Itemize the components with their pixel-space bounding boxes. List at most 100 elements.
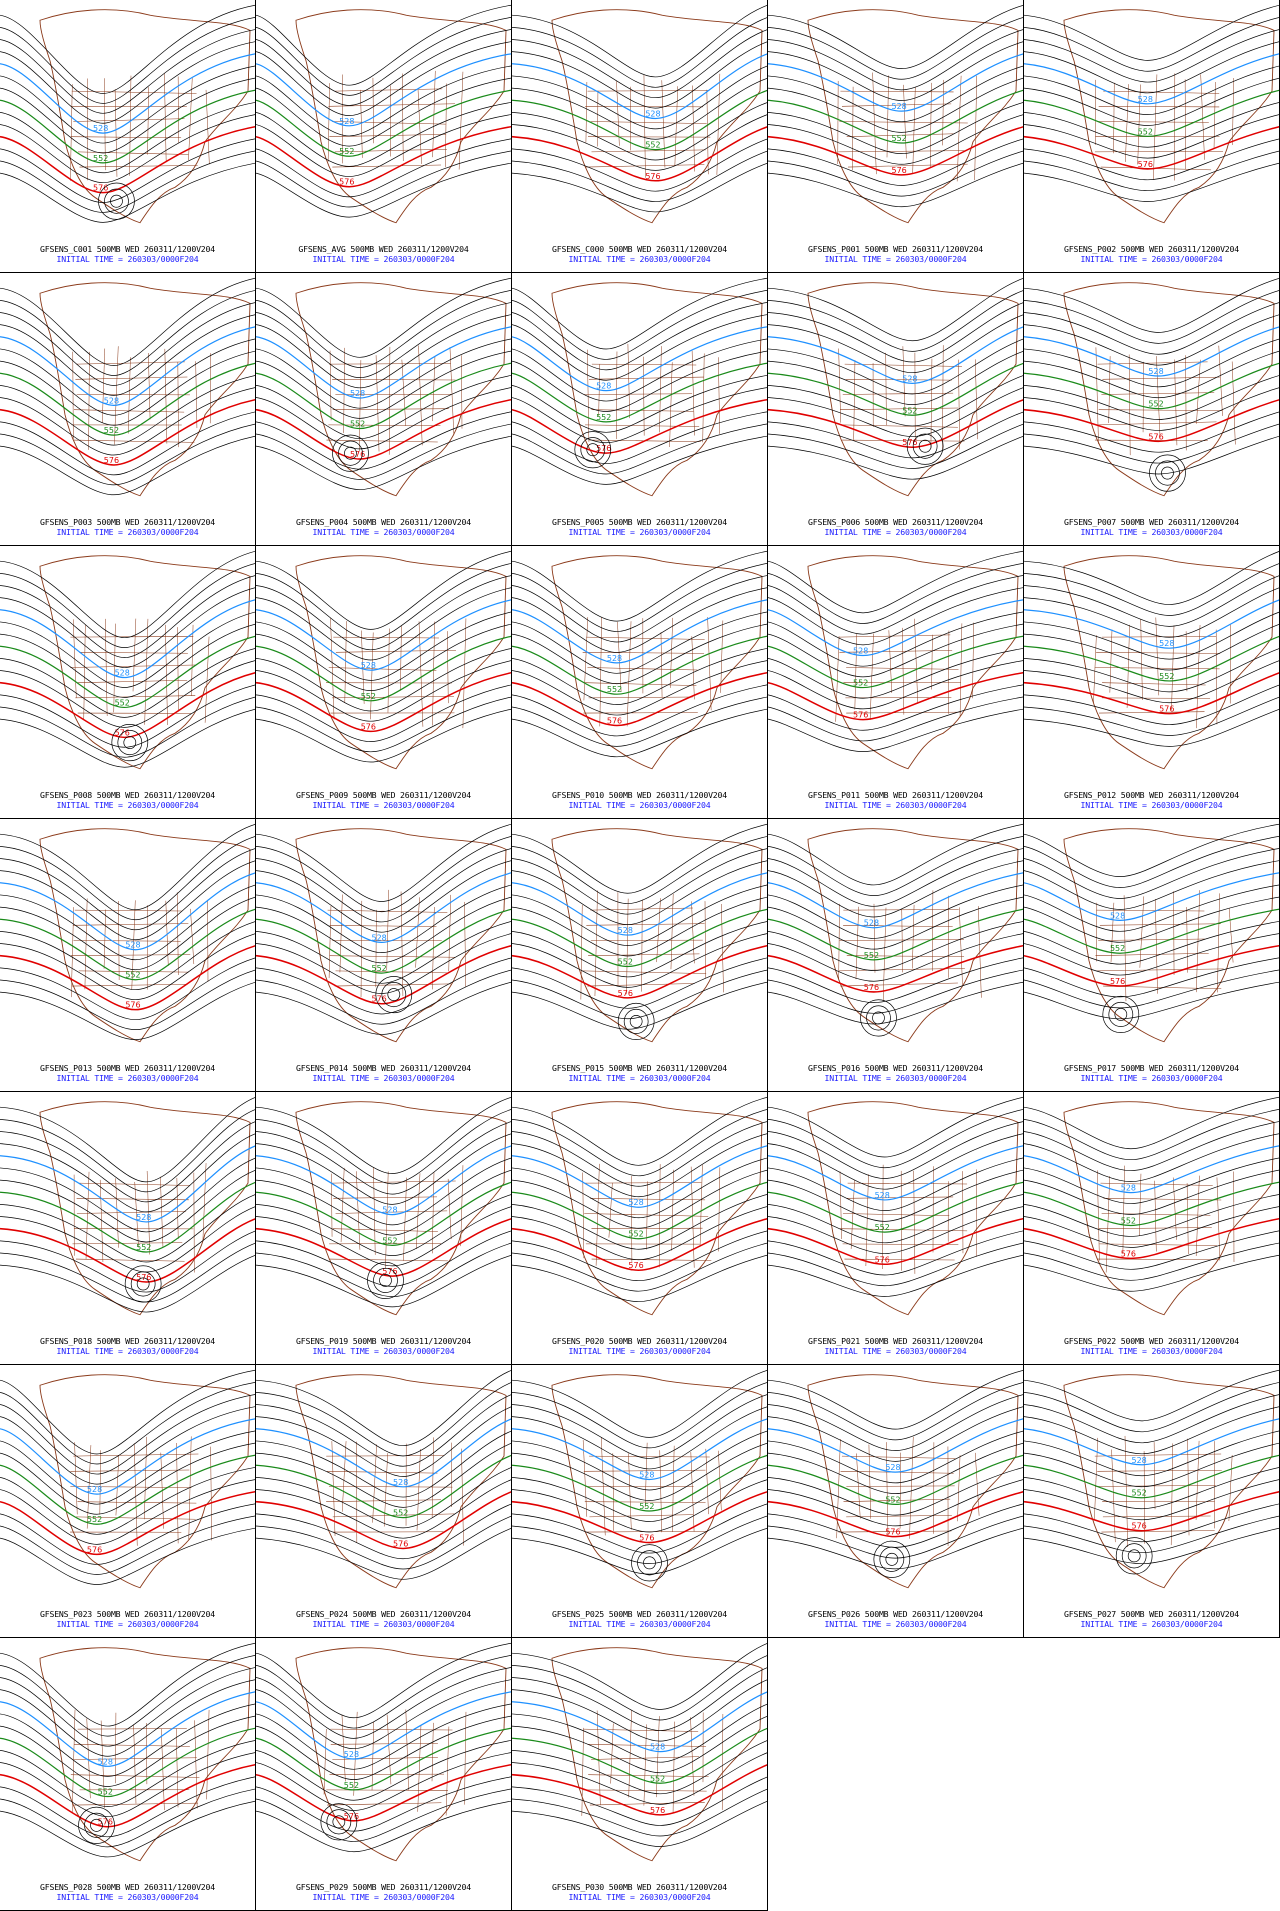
closed-low-contour xyxy=(320,1803,358,1841)
contour-label: 576 xyxy=(125,1001,140,1010)
panel-initial-time: INITIAL TIME = 260303/0000F204 xyxy=(1080,527,1223,537)
contour-label: 528 xyxy=(902,374,917,383)
border-line xyxy=(385,1171,389,1269)
map-panel: 528 552 576 GFSENS_P027 500MB WED 260311/12… xyxy=(1024,1365,1280,1638)
height-contour xyxy=(512,563,767,632)
height-contour xyxy=(768,550,1023,614)
height-contour xyxy=(512,1527,767,1575)
border-line xyxy=(1153,1442,1156,1510)
border-line xyxy=(932,890,934,971)
height-contour xyxy=(256,338,511,409)
height-contour xyxy=(256,1254,511,1308)
border-line xyxy=(643,1724,647,1806)
border-line xyxy=(865,1174,869,1266)
closed-low-contour xyxy=(866,1005,891,1031)
contour-label: 576 xyxy=(1138,160,1153,169)
contour-label: 552 xyxy=(98,1787,113,1796)
border-line xyxy=(99,1179,104,1262)
border-line xyxy=(591,1258,712,1261)
height-contour xyxy=(0,648,255,718)
height-contour xyxy=(1024,1369,1279,1422)
height-contour xyxy=(0,1752,255,1818)
border-line xyxy=(332,1513,455,1518)
contour-label: 528 xyxy=(1138,95,1153,104)
contour-label: 552 xyxy=(1110,944,1125,953)
height-contour xyxy=(256,981,511,1035)
contour-528 xyxy=(0,872,255,951)
contour-552 xyxy=(1024,635,1279,682)
height-contour xyxy=(768,41,1023,101)
height-contour xyxy=(0,575,255,658)
border-line xyxy=(721,904,724,993)
border-line xyxy=(335,650,456,653)
border-line xyxy=(1098,1227,1212,1229)
border-line xyxy=(195,361,198,429)
height-contour xyxy=(512,957,767,1009)
panel-title: GFSENS_P010 500MB WED 260311/1200V204 xyxy=(552,790,727,800)
height-contour xyxy=(256,1406,511,1477)
contour-label: 576 xyxy=(98,1818,113,1827)
height-contour xyxy=(512,1776,767,1826)
border-line xyxy=(656,1716,660,1798)
border-line xyxy=(590,1198,706,1201)
height-contour xyxy=(512,1157,767,1219)
height-contour xyxy=(512,550,767,622)
closed-low-contour xyxy=(637,1550,662,1576)
border-line xyxy=(975,1452,980,1516)
height-contour xyxy=(256,1703,511,1770)
border-line xyxy=(176,1177,179,1239)
height-contour xyxy=(768,114,1023,165)
panel-initial-time: INITIAL TIME = 260303/0000F204 xyxy=(56,1346,199,1356)
height-contour xyxy=(512,1133,767,1198)
border-line xyxy=(133,1443,138,1546)
contour-576 xyxy=(512,1764,767,1816)
border-line xyxy=(79,165,198,168)
contour-528 xyxy=(0,1145,255,1223)
border-line xyxy=(1215,629,1218,725)
contour-552 xyxy=(1024,89,1279,137)
height-contour xyxy=(512,860,767,925)
coastline xyxy=(39,1647,251,1862)
contour-label: 528 xyxy=(891,102,906,111)
height-contour xyxy=(768,29,1023,91)
contour-label: 528 xyxy=(596,382,611,391)
height-contour xyxy=(256,1133,511,1205)
height-contour xyxy=(1024,114,1279,159)
height-contour xyxy=(1024,1442,1279,1488)
contour-528 xyxy=(768,326,1023,384)
height-contour xyxy=(512,836,767,905)
border-line xyxy=(445,83,447,168)
height-contour xyxy=(512,290,767,360)
panel-initial-time: INITIAL TIME = 260303/0000F204 xyxy=(568,800,711,810)
panel-title: GFSENS_P018 500MB WED 260311/1200V204 xyxy=(40,1336,215,1346)
closed-low-contour xyxy=(617,1002,655,1041)
border-line xyxy=(375,909,377,988)
contour-label: 552 xyxy=(339,147,354,156)
border-line xyxy=(72,619,77,699)
height-contour xyxy=(768,436,1023,480)
height-contour xyxy=(256,387,511,450)
contour-576 xyxy=(1024,944,1279,987)
contour-label: 576 xyxy=(393,1539,408,1548)
panel-initial-time: INITIAL TIME = 260303/0000F204 xyxy=(568,1346,711,1356)
height-contour xyxy=(1024,314,1279,366)
map-panel: 528 552 576 GFSENS_P006 500MB WED 260311/12… xyxy=(768,273,1024,546)
height-contour xyxy=(1024,102,1279,148)
contour-528 xyxy=(256,1145,511,1216)
border-line xyxy=(75,376,188,380)
height-contour xyxy=(768,77,1023,133)
coastline xyxy=(39,1101,251,1316)
border-line xyxy=(852,86,854,171)
border-line xyxy=(1218,345,1223,416)
height-contour xyxy=(256,1430,511,1498)
height-contour xyxy=(0,587,255,668)
panel-initial-time: INITIAL TIME = 260303/0000F204 xyxy=(312,800,455,810)
border-line xyxy=(1195,1440,1200,1520)
contour-label: 528 xyxy=(650,1743,665,1752)
panel-initial-time: INITIAL TIME = 260303/0000F204 xyxy=(1080,1073,1223,1083)
border-line xyxy=(838,1530,952,1533)
